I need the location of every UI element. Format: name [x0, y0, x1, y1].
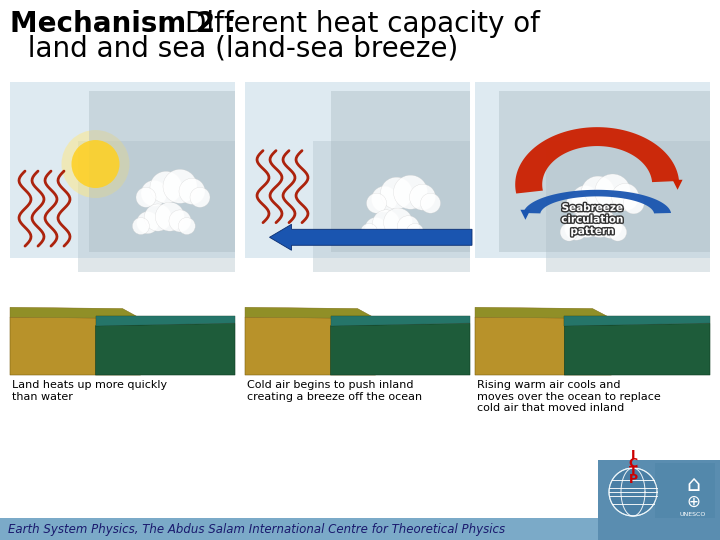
Polygon shape: [330, 323, 470, 375]
Circle shape: [420, 193, 441, 213]
Polygon shape: [245, 307, 376, 319]
Circle shape: [163, 170, 197, 204]
Text: P: P: [629, 473, 638, 486]
Polygon shape: [245, 307, 376, 319]
Circle shape: [394, 175, 428, 209]
Circle shape: [190, 187, 210, 207]
Circle shape: [572, 208, 601, 238]
Polygon shape: [96, 316, 235, 326]
Text: land and sea (land-sea breeze): land and sea (land-sea breeze): [10, 34, 458, 62]
Circle shape: [581, 176, 615, 210]
Circle shape: [179, 218, 195, 234]
Bar: [245, 82, 470, 258]
Circle shape: [136, 187, 156, 207]
Text: Seabreeze
circulation
pattern: Seabreeze circulation pattern: [561, 203, 624, 236]
Bar: [475, 82, 710, 258]
Bar: [0, 518, 720, 540]
Circle shape: [599, 215, 622, 238]
Text: C: C: [629, 457, 638, 470]
Circle shape: [169, 210, 191, 232]
Text: Earth System Physics, The Abdus Salam International Centre for Theoretical Physi: Earth System Physics, The Abdus Salam In…: [8, 523, 505, 536]
Circle shape: [384, 208, 413, 237]
Bar: [330, 91, 470, 252]
Circle shape: [132, 218, 150, 234]
Bar: [89, 91, 235, 252]
Circle shape: [365, 218, 387, 240]
Bar: [598, 460, 720, 540]
Polygon shape: [10, 317, 140, 375]
Circle shape: [71, 140, 120, 188]
Text: Land heats up more quickly
than water: Land heats up more quickly than water: [12, 380, 167, 402]
Text: Different heat capacity of: Different heat capacity of: [185, 10, 540, 38]
Bar: [498, 91, 710, 252]
Polygon shape: [96, 323, 235, 375]
Circle shape: [608, 223, 626, 241]
Polygon shape: [564, 323, 710, 375]
Polygon shape: [330, 316, 470, 326]
Circle shape: [623, 193, 644, 214]
Circle shape: [410, 184, 436, 210]
Text: Cold air begins to push inland
creating a breeze off the ocean: Cold air begins to push inland creating …: [247, 380, 422, 402]
Text: ⌂: ⌂: [686, 475, 700, 495]
Polygon shape: [10, 307, 140, 319]
Circle shape: [595, 174, 631, 210]
Polygon shape: [564, 316, 710, 326]
Circle shape: [366, 193, 387, 213]
Circle shape: [144, 204, 171, 231]
Bar: [10, 82, 235, 258]
Circle shape: [572, 186, 599, 213]
Text: Mechanism 2 :: Mechanism 2 :: [10, 10, 246, 38]
Circle shape: [567, 193, 588, 214]
Bar: [10, 82, 235, 375]
Bar: [475, 82, 710, 375]
Bar: [245, 82, 470, 375]
Text: ⊕: ⊕: [686, 493, 700, 511]
Circle shape: [609, 468, 657, 516]
Circle shape: [361, 224, 378, 240]
Circle shape: [372, 210, 400, 237]
Circle shape: [141, 180, 167, 206]
Circle shape: [560, 223, 578, 241]
Polygon shape: [516, 127, 679, 193]
Circle shape: [372, 186, 397, 212]
Circle shape: [397, 216, 419, 238]
Circle shape: [179, 178, 205, 204]
Polygon shape: [10, 307, 140, 319]
Bar: [655, 463, 715, 518]
Polygon shape: [330, 316, 470, 326]
Bar: [78, 140, 235, 273]
Circle shape: [61, 130, 130, 198]
Polygon shape: [475, 317, 611, 375]
Circle shape: [585, 207, 615, 238]
Circle shape: [564, 217, 588, 240]
Circle shape: [380, 177, 413, 209]
Polygon shape: [523, 190, 671, 213]
Polygon shape: [96, 316, 235, 326]
Circle shape: [156, 202, 184, 231]
Text: I: I: [631, 449, 635, 462]
Text: UNESCO: UNESCO: [680, 511, 706, 516]
Polygon shape: [564, 316, 710, 326]
Polygon shape: [245, 317, 376, 375]
Bar: [312, 140, 470, 273]
Polygon shape: [475, 307, 611, 319]
Circle shape: [407, 224, 423, 240]
FancyArrow shape: [269, 224, 472, 251]
Bar: [546, 140, 710, 273]
Circle shape: [611, 184, 639, 211]
Text: Rising warm air cools and
moves over the ocean to replace
cold air that moved in: Rising warm air cools and moves over the…: [477, 380, 661, 413]
Polygon shape: [475, 307, 611, 319]
Circle shape: [150, 171, 182, 204]
Circle shape: [137, 212, 158, 234]
Text: T: T: [629, 465, 637, 478]
